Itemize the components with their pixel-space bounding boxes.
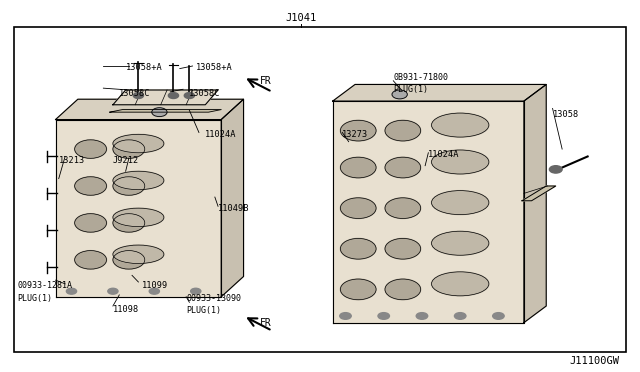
Text: 00933-1281A: 00933-1281A <box>17 281 72 290</box>
Circle shape <box>392 90 407 99</box>
Polygon shape <box>56 99 244 119</box>
Polygon shape <box>524 84 546 323</box>
Polygon shape <box>221 99 244 297</box>
Polygon shape <box>333 101 524 323</box>
Circle shape <box>191 288 201 294</box>
Polygon shape <box>56 119 221 297</box>
Text: 13058: 13058 <box>552 109 579 119</box>
Circle shape <box>385 120 420 141</box>
Circle shape <box>416 312 428 319</box>
Text: J11100GW: J11100GW <box>570 356 620 366</box>
Circle shape <box>385 198 420 218</box>
Circle shape <box>385 238 420 259</box>
Circle shape <box>385 279 420 300</box>
Circle shape <box>75 251 106 269</box>
Circle shape <box>113 214 145 232</box>
Ellipse shape <box>431 231 489 255</box>
Circle shape <box>168 93 179 99</box>
Circle shape <box>184 93 195 99</box>
Ellipse shape <box>113 134 164 153</box>
Text: 00933-13090: 00933-13090 <box>186 294 241 303</box>
Circle shape <box>378 312 390 319</box>
Circle shape <box>149 288 159 294</box>
Text: 13058+A: 13058+A <box>196 63 232 72</box>
Text: 11049B: 11049B <box>218 203 250 213</box>
Circle shape <box>340 279 376 300</box>
Ellipse shape <box>113 208 164 227</box>
Text: FR: FR <box>260 76 272 86</box>
Ellipse shape <box>113 171 164 190</box>
Polygon shape <box>333 84 546 101</box>
Polygon shape <box>109 110 221 112</box>
Circle shape <box>549 166 562 173</box>
Text: 13058C: 13058C <box>189 89 221 98</box>
Ellipse shape <box>431 272 489 296</box>
Circle shape <box>340 198 376 218</box>
Text: J1041: J1041 <box>285 13 317 23</box>
Text: J9212: J9212 <box>113 155 139 165</box>
Circle shape <box>67 288 77 294</box>
Text: PLUG(1): PLUG(1) <box>394 85 428 94</box>
Text: 11098: 11098 <box>113 305 139 314</box>
Circle shape <box>340 120 376 141</box>
Text: 11099: 11099 <box>141 281 168 290</box>
Circle shape <box>133 93 143 99</box>
Text: 11024A: 11024A <box>205 130 237 139</box>
Text: PLUG(1): PLUG(1) <box>186 306 221 315</box>
Text: 13213: 13213 <box>59 155 85 165</box>
Circle shape <box>75 214 106 232</box>
Ellipse shape <box>431 150 489 174</box>
Text: PLUG(1): PLUG(1) <box>17 294 52 303</box>
Text: 11024A: 11024A <box>428 150 460 159</box>
Text: 13058C: 13058C <box>119 89 151 98</box>
Circle shape <box>75 177 106 195</box>
Circle shape <box>340 157 376 178</box>
Ellipse shape <box>431 113 489 137</box>
Polygon shape <box>522 186 556 201</box>
Circle shape <box>108 288 118 294</box>
Circle shape <box>113 177 145 195</box>
Polygon shape <box>113 90 218 105</box>
Circle shape <box>152 108 167 116</box>
Circle shape <box>385 157 420 178</box>
Text: FR: FR <box>260 318 272 328</box>
Ellipse shape <box>431 190 489 215</box>
Bar <box>14 27 626 352</box>
Circle shape <box>75 140 106 158</box>
Circle shape <box>113 251 145 269</box>
Circle shape <box>454 312 466 319</box>
Circle shape <box>340 238 376 259</box>
Text: 13273: 13273 <box>342 130 369 139</box>
Ellipse shape <box>113 245 164 263</box>
Text: 0B931-71800: 0B931-71800 <box>394 73 448 81</box>
Text: 13058+A: 13058+A <box>125 63 163 72</box>
Circle shape <box>113 140 145 158</box>
Circle shape <box>493 312 504 319</box>
Circle shape <box>340 312 351 319</box>
